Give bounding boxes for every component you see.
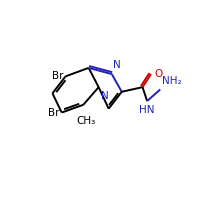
Text: NH₂: NH₂ bbox=[162, 76, 181, 86]
Text: N: N bbox=[101, 91, 109, 101]
Text: N: N bbox=[113, 60, 121, 70]
Text: Br: Br bbox=[48, 108, 59, 118]
Text: O: O bbox=[154, 69, 162, 79]
Text: CH₃: CH₃ bbox=[76, 116, 95, 126]
Text: HN: HN bbox=[139, 105, 155, 115]
Text: Br: Br bbox=[52, 71, 63, 81]
